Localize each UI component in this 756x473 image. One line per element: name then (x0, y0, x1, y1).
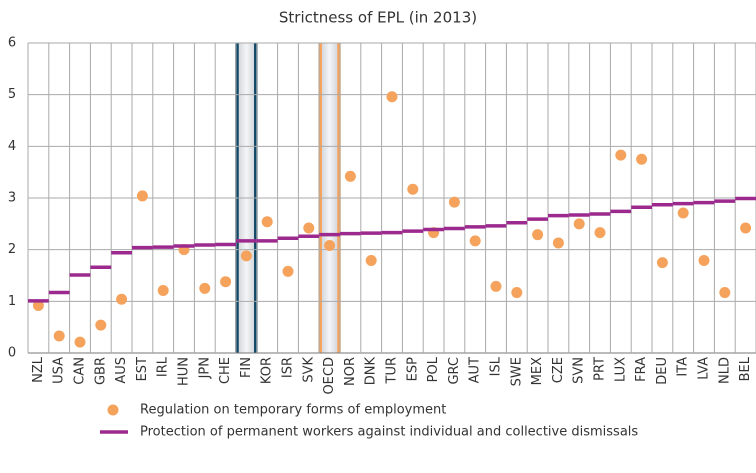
dot (116, 293, 128, 305)
x-tick-label: GBR (93, 357, 108, 385)
dot (656, 257, 668, 269)
dot (282, 265, 294, 277)
dot (32, 299, 44, 311)
y-tick-label: 0 (8, 346, 16, 361)
y-tick-label: 2 (8, 242, 16, 257)
dot (386, 91, 398, 103)
x-tick-label: KOR (260, 357, 275, 384)
x-tick-label: SWE (509, 357, 524, 386)
x-tick-label: NOR (343, 357, 358, 386)
dot (448, 196, 460, 208)
x-tick-label: HUN (177, 357, 192, 386)
x-tick-label: TUR (385, 357, 400, 385)
x-tick-label: MEX (530, 357, 545, 385)
x-tick-label: CAN (73, 357, 88, 385)
dot (199, 282, 211, 294)
dot (740, 222, 752, 234)
x-tick-label: PRT (593, 357, 608, 381)
dot (636, 153, 648, 165)
x-tick-label: POL (426, 356, 441, 382)
x-tick-label: EST (135, 357, 150, 381)
dot (157, 284, 169, 296)
dot (53, 330, 65, 342)
dot (615, 149, 627, 161)
x-tick-label: GRC (447, 357, 462, 385)
legend-label: Regulation on temporary forms of employm… (140, 403, 446, 418)
dot (407, 183, 419, 195)
chart-title: Strictness of EPL (in 2013) (279, 9, 477, 27)
dot (220, 276, 232, 288)
y-tick-label: 1 (8, 294, 16, 309)
x-tick-label: OECD (322, 357, 337, 395)
dot (95, 319, 107, 331)
dot (261, 216, 273, 228)
x-tick-label: AUS (114, 357, 129, 384)
x-tick-label: BEL (738, 356, 753, 381)
dot (240, 250, 252, 262)
dot (324, 240, 336, 252)
dot (469, 235, 481, 247)
legend-label: Protection of permanent workers against … (140, 425, 638, 440)
dot (677, 207, 689, 219)
dot (365, 255, 377, 267)
dot (594, 227, 606, 239)
dot (552, 237, 564, 249)
dot (490, 280, 502, 292)
x-tick-label: NLD (717, 357, 732, 384)
dot (719, 287, 731, 299)
y-tick-label: 4 (8, 139, 16, 154)
x-tick-label: CZE (551, 357, 566, 383)
x-tick-label: DEU (655, 357, 670, 385)
y-tick-label: 3 (8, 191, 16, 206)
dot (344, 170, 356, 182)
x-tick-label: NZL (31, 356, 46, 383)
dot (573, 218, 585, 230)
x-tick-label: ESP (405, 357, 420, 381)
x-tick-label: CHE (218, 357, 233, 384)
y-tick-label: 5 (8, 87, 16, 102)
x-tick-label: DNK (364, 357, 379, 386)
x-tick-label: FRA (634, 357, 649, 382)
dot (511, 287, 523, 299)
x-tick-label: JPN (197, 357, 212, 379)
x-tick-label: SVK (301, 357, 316, 383)
dot (74, 336, 86, 348)
legend-dot (107, 404, 119, 416)
x-tick-label: ISR (281, 357, 296, 378)
dot (303, 222, 315, 234)
y-tick-label: 6 (8, 36, 16, 51)
x-tick-label: SVN (572, 357, 587, 384)
x-tick-label: LUX (613, 357, 628, 382)
x-tick-label: LVA (697, 357, 712, 380)
dot (532, 229, 544, 241)
dot (698, 255, 710, 267)
dot (136, 190, 148, 202)
x-tick-label: ITA (676, 357, 691, 377)
x-tick-label: IRL (156, 356, 171, 377)
x-tick-label: FIN (239, 357, 254, 378)
x-tick-label: USA (52, 357, 67, 384)
x-tick-label: AUT (468, 357, 483, 383)
x-tick-label: ISL (489, 356, 504, 376)
